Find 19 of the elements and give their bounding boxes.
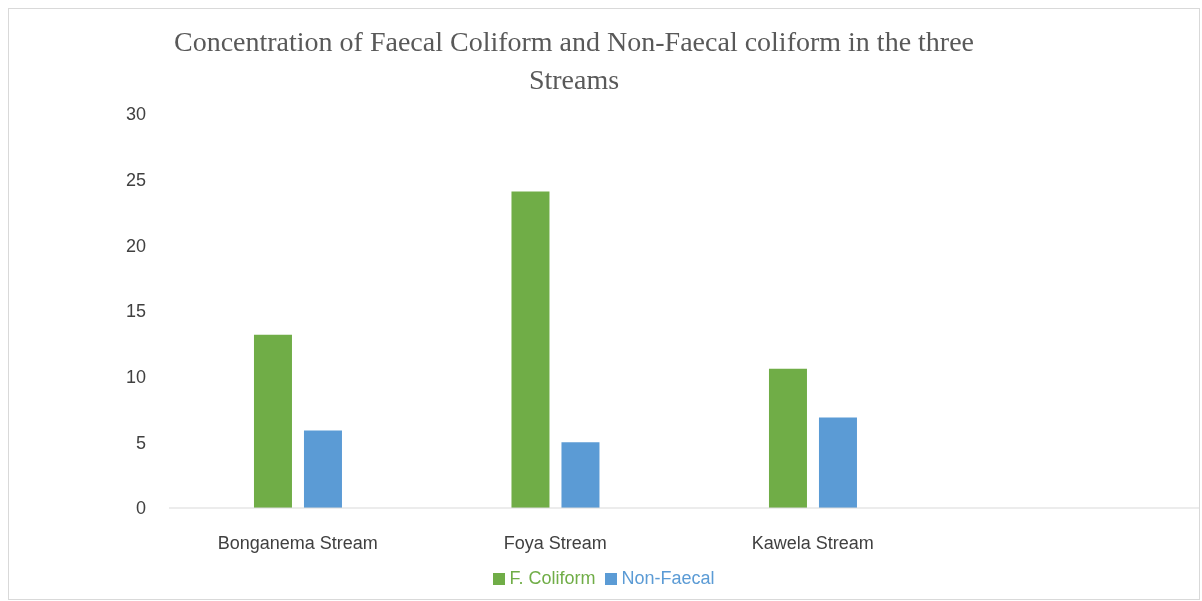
x-tick-label: Foya Stream: [503, 532, 607, 553]
legend-label: Non-Faecal: [621, 568, 715, 588]
y-tick-label: 25: [125, 170, 146, 191]
chart-title: Concentration of Faecal Coliform and Non-Faecal coliform in the three Streams: [172, 25, 976, 97]
bar: [511, 191, 550, 508]
x-tick-label: Kawela Stream: [751, 532, 874, 553]
bar: [768, 368, 807, 508]
bar: [561, 442, 600, 508]
y-tick-label: 30: [125, 104, 146, 125]
bar: [818, 417, 857, 508]
legend-label: F. Coliform: [509, 568, 596, 588]
x-tick-label: Bonganema Stream: [217, 532, 378, 553]
y-tick-label: 10: [125, 367, 146, 388]
y-tick-label: 5: [135, 432, 146, 453]
bar: [253, 334, 292, 508]
bar: [303, 430, 342, 508]
y-tick-label: 15: [125, 301, 146, 322]
y-tick-label: 0: [135, 498, 146, 519]
y-tick-label: 20: [125, 235, 146, 256]
